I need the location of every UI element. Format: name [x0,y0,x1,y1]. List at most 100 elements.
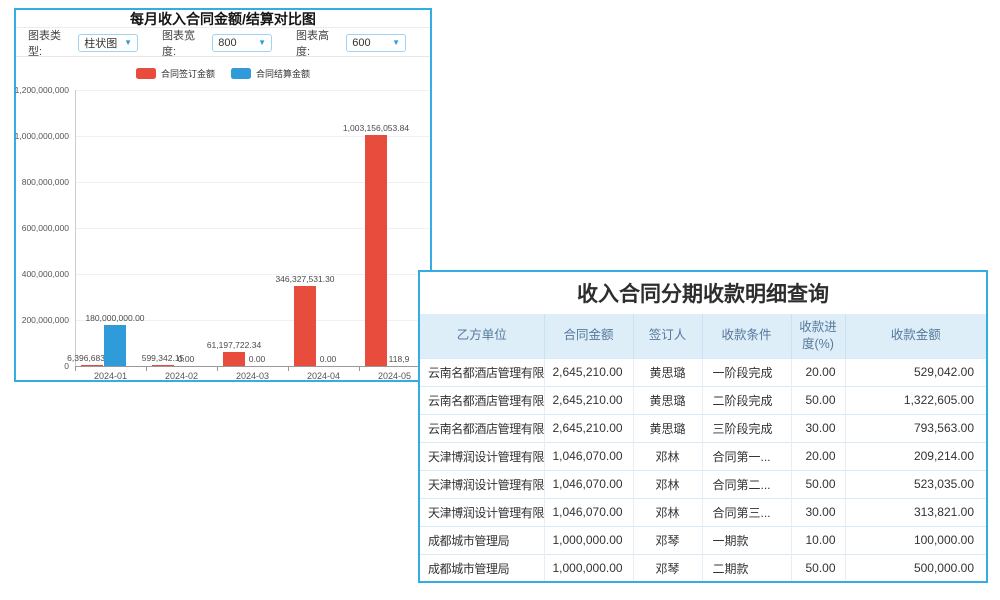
table-row: 云南名都酒店管理有限公司2,645,210.00黄思璐二阶段完成50.001,3… [420,385,986,414]
chart-width-select[interactable]: 800 ▼ [212,33,272,52]
bar-value-label: 180,000,000.00 [85,313,145,323]
x-axis-tick [359,366,360,371]
cell-progress: 30.00 [791,497,846,526]
col-header-progress: 收款进度(%) [791,314,846,358]
gridline [75,320,430,321]
cell-progress: 50.00 [791,385,846,414]
company-link[interactable]: 云南名都酒店管理有限公司 [420,385,545,414]
cell-received-amount: 209,214.00 [845,441,986,470]
table-row: 云南名都酒店管理有限公司2,645,210.00黄思璐三阶段完成30.00793… [420,413,986,442]
cell-received-amount: 100,000.00 [845,525,986,554]
col-header-company: 乙方单位 [420,314,545,358]
chart-height-control: 图表高度: 600 ▼ [296,27,406,59]
x-axis-tick-label: 2024-04 [306,371,341,381]
x-axis-tick-label: 2024-02 [164,371,199,381]
chart-type-select[interactable]: 柱状图 ▼ [78,33,138,52]
chart-height-value: 600 [352,36,371,49]
cell-received-amount: 1,322,605.00 [845,385,986,414]
y-axis-tick-label: 200,000,000 [21,315,69,325]
cell-progress: 20.00 [791,441,846,470]
company-link[interactable]: 云南名都酒店管理有限公司 [420,413,545,442]
table-row: 成都城市管理局 1,000,000.00 邓琴 二期款 50.00 500,000.00 [420,553,986,581]
y-axis-tick-label: 600,000,000 [21,223,69,233]
gridline [75,136,430,137]
legend-label-settled: 合同结算金额 [256,69,311,79]
col-header-signer: 签订人 [633,314,703,358]
chevron-down-icon: ▼ [124,37,132,47]
chart-legend: 合同签订金额 合同结算金额 [16,67,430,80]
cell-condition: 合同第三... [702,497,792,526]
chart-type-control: 图表类型: 柱状图 ▼ [28,27,138,59]
cell-contract-amount: 1,046,070.00 [544,497,634,526]
table-row: 天津博润设计管理有限公司1,046,070.00邓林合同第三...30.0031… [420,497,986,526]
cell-contract-amount: 1,046,070.00 [544,441,634,470]
y-axis-tick-label: 1,000,000,000 [14,131,69,141]
bar-value-label: 1,003,156,053.84 [342,123,410,133]
cell-signer: 黄思璐 [633,357,703,386]
table-row: 云南名都酒店管理有限公司2,645,210.00黄思璐一阶段完成20.00529… [420,357,986,386]
cell-condition: 二阶段完成 [702,385,792,414]
cell-signer: 黄思璐 [633,385,703,414]
cell-received-amount: 529,042.00 [845,357,986,386]
cell-progress: 50.00 [791,553,846,581]
detail-table-body: 云南名都酒店管理有限公司2,645,210.00黄思璐一阶段完成20.00529… [420,357,986,581]
x-axis-tick [288,366,289,371]
legend-item-settled[interactable]: 合同结算金额 [231,67,310,80]
cell-progress: 50.00 [791,469,846,498]
bar-value-label: 61,197,722.34 [206,340,262,350]
gridline [75,274,430,275]
cell-contract-amount: 1,000,000.00 [544,525,634,554]
bar-合同签订金额-2024-03 [223,352,245,366]
chart-type-label: 图表类型: [28,29,61,58]
cell-signer: 黄思璐 [633,413,703,442]
company-link[interactable]: 天津博润设计管理有限公司 [420,441,545,470]
col-header-amount: 合同金额 [544,314,634,358]
y-axis-line [75,90,76,366]
col-header-condition: 收款条件 [702,314,792,358]
chart-controls: 图表类型: 柱状图 ▼ 图表宽度: 800 ▼ 图表高度: 600 ▼ [16,27,430,59]
chart-plot: 1,200,000,000 1,000,000,000 800,000,000 600… [14,10,431,381]
bar-合同签订金额-2024-05 [365,135,387,366]
table-window: 收入合同分期收款明细查询 乙方单位 合同金额 签订人 收款条件 收款进度(%) … [418,270,988,583]
company-link[interactable]: 成都城市管理局 [420,525,545,554]
x-axis-tick [146,366,147,371]
company-link[interactable]: 天津博润设计管理有限公司 [420,469,545,498]
chevron-down-icon: ▼ [258,37,266,47]
cell-contract-amount: 2,645,210.00 [544,385,634,414]
legend-swatch-red [135,68,156,79]
y-axis-tick-label: 0 [64,361,69,371]
legend-item-signed[interactable]: 合同签订金额 [135,67,215,80]
company-link[interactable]: 天津博润设计管理有限公司 [420,497,545,526]
cell-received-amount: 500,000.00 [845,553,986,581]
cell-progress: 30.00 [791,413,846,442]
table-title: 收入合同分期收款明细查询 [577,283,829,306]
y-axis-tick-label: 1,200,000,000 [14,85,69,95]
table-header-row: 乙方单位 合同金额 签订人 收款条件 收款进度(%) 收款金额 [420,314,986,358]
chart-title: 每月收入合同金额/结算对比图 [16,10,430,28]
cell-condition: 合同第一... [702,441,792,470]
cell-condition: 一期款 [702,525,792,554]
gridline [75,182,430,183]
chart-height-label: 图表高度: [296,29,329,58]
gridline [75,228,430,229]
x-axis-tick [75,366,76,371]
company-link[interactable]: 成都城市管理局 [420,553,545,581]
company-link[interactable]: 云南名都酒店管理有限公司 [420,357,545,386]
cell-condition: 合同第二... [702,469,792,498]
bar-value-label: 599,342.15 [141,353,185,363]
chart-width-control: 图表宽度: 800 ▼ [162,27,272,59]
table-row: 天津博润设计管理有限公司1,046,070.00邓林合同第二...50.0052… [420,469,986,498]
bar-value-label: 0.00 [319,354,337,364]
cell-received-amount: 313,821.00 [845,497,986,526]
bar-合同结算金额-2024-01 [104,325,126,366]
chart-width-value: 800 [218,36,237,49]
bar-value-label: 0.00 [248,354,266,364]
cell-signer: 邓琴 [633,553,703,581]
x-axis-tick-label: 2024-03 [235,371,270,381]
y-axis-tick-label: 400,000,000 [21,269,69,279]
chart-height-select[interactable]: 600 ▼ [346,33,406,52]
cell-progress: 20.00 [791,357,846,386]
x-axis-tick [217,366,218,371]
col-header-received: 收款金额 [845,314,986,358]
